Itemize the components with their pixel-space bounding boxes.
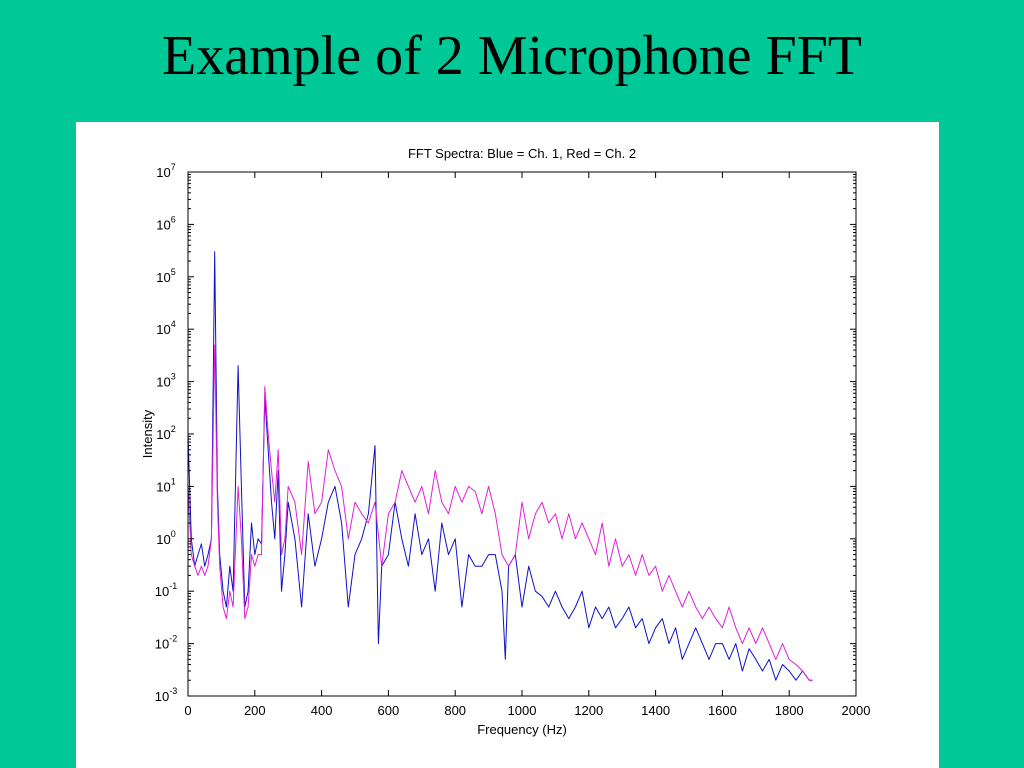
x-tick-label: 2000 [842,703,871,718]
x-tick-label: 1000 [508,703,537,718]
series-line-ch2 [187,344,813,681]
fft-chart: FFT Spectra: Blue = Ch. 1, Red = Ch. 2 F… [140,146,871,737]
x-tick-label: 1600 [708,703,737,718]
y-tick-label: 100 [156,529,175,547]
x-axis-label: Frequency (Hz) [477,722,567,737]
y-tick-label: 10-3 [155,686,177,704]
y-tick-label: 104 [156,319,175,337]
chart-panel: FFT Spectra: Blue = Ch. 1, Red = Ch. 2 F… [76,122,939,768]
y-tick-label: 107 [156,162,175,180]
y-tick-label: 103 [156,372,175,390]
y-tick-label: 106 [156,214,175,232]
series-line-ch1 [187,251,813,681]
x-tick-label: 800 [444,703,466,718]
plot-frame [187,171,857,697]
y-tick-label: 102 [156,424,175,442]
tick-layer: 0 200 400 600 800 1000 1200 1400 1600 1800 2000 10-… [155,162,871,718]
x-tick-label: 0 [184,703,191,718]
y-tick-label: 10-1 [155,581,177,599]
y-tick-label: 101 [156,476,175,494]
x-tick-label: 1200 [574,703,603,718]
x-tick-label: 400 [311,703,333,718]
x-tick-label: 200 [244,703,266,718]
slide-title: Example of 2 Microphone FFT [162,25,862,87]
series-layer [187,251,813,681]
y-tick-label: 105 [156,267,175,285]
y-axis-label: Intensity [140,409,155,458]
x-tick-label: 1800 [775,703,804,718]
y-tick-label: 10-2 [155,634,177,652]
x-tick-label: 600 [378,703,400,718]
x-tick-label: 1400 [641,703,670,718]
chart-title: FFT Spectra: Blue = Ch. 1, Red = Ch. 2 [408,146,636,161]
